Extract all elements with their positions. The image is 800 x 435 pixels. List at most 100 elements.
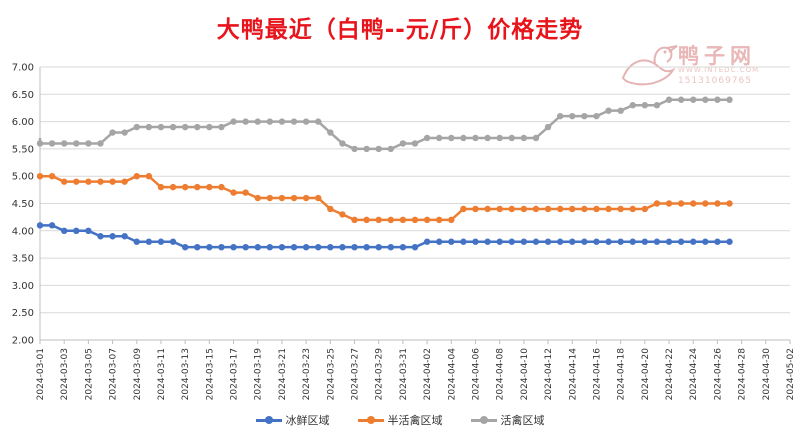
data-point	[677, 96, 685, 103]
data-point	[145, 238, 153, 245]
y-tick-label: 3.50	[12, 254, 34, 265]
data-point	[484, 134, 491, 142]
data-point	[218, 123, 225, 131]
data-point	[254, 118, 261, 125]
data-point	[387, 145, 395, 153]
gridlines	[40, 66, 790, 341]
data-point	[157, 123, 165, 131]
data-point	[242, 243, 249, 251]
data-point	[496, 205, 503, 213]
data-point	[242, 189, 249, 196]
x-tick-label: 2024-04-08	[496, 348, 506, 401]
data-point	[617, 238, 624, 245]
x-tick-label: 2024-05-02	[786, 348, 796, 400]
data-point	[339, 211, 346, 218]
x-tick-label: 2024-03-17	[230, 348, 240, 400]
y-tick-label: 6.00	[12, 117, 34, 128]
data-point	[109, 129, 116, 136]
data-point	[617, 205, 624, 213]
data-point	[411, 216, 419, 224]
data-point	[97, 178, 104, 185]
y-tick-labels: 2.00 2.50 3.00 3.50 4.00 4.50 5.00 5.50 6.00 6.50…	[12, 63, 34, 347]
legend: 冰鲜区域 半活禽区域 活禽区域	[0, 412, 800, 428]
y-tick-label: 2.00	[12, 336, 34, 347]
data-point	[653, 200, 661, 207]
legend-item: 活禽区域	[470, 412, 545, 428]
data-point	[677, 200, 685, 207]
data-point	[435, 134, 443, 142]
x-tick-label: 2024-03-01	[36, 348, 46, 400]
x-tick-label: 2024-04-18	[617, 348, 627, 401]
series-0	[36, 222, 733, 251]
data-point	[36, 222, 44, 229]
data-point	[423, 238, 431, 245]
data-point	[181, 183, 189, 191]
data-point	[157, 238, 165, 245]
data-point	[665, 200, 673, 207]
x-tick-label: 2024-04-14	[568, 348, 578, 401]
y-tick-label: 2.50	[12, 308, 34, 319]
data-point	[605, 205, 612, 213]
y-tick-label: 3.00	[12, 281, 34, 292]
data-point	[327, 129, 334, 136]
data-point	[460, 205, 467, 213]
data-point	[133, 238, 140, 245]
data-point	[278, 194, 286, 202]
data-point	[363, 216, 370, 224]
series-line	[40, 224, 730, 249]
data-point	[556, 238, 564, 245]
data-point	[218, 243, 225, 251]
data-point	[60, 140, 68, 147]
data-point	[48, 140, 56, 147]
data-point	[532, 134, 540, 142]
data-point	[629, 102, 636, 109]
data-point	[726, 96, 733, 103]
data-point	[85, 140, 92, 147]
data-point	[327, 205, 334, 213]
x-tick-label: 2024-04-16	[592, 348, 602, 401]
data-point	[593, 112, 600, 120]
legend-marker	[366, 415, 375, 424]
data-point	[206, 123, 213, 131]
data-point	[266, 194, 274, 202]
data-point	[496, 134, 503, 142]
data-point	[581, 205, 588, 213]
legend-label: 冰鲜区域	[285, 414, 330, 427]
data-point	[133, 173, 140, 180]
data-point	[472, 238, 479, 245]
data-point	[617, 107, 624, 114]
legend-marker	[264, 415, 273, 424]
data-point	[181, 243, 189, 251]
data-point	[726, 238, 733, 245]
x-tick-label: 2024-03-25	[326, 348, 336, 400]
line-chart: 2.00 2.50 3.00 3.50 4.00 4.50 5.00 5.50 6.00 6.50…	[12, 63, 796, 401]
series-line	[40, 174, 730, 222]
data-point	[702, 238, 709, 245]
data-point	[242, 118, 249, 125]
data-point	[218, 183, 225, 191]
data-point	[714, 200, 721, 207]
data-point	[133, 123, 140, 131]
data-point	[556, 205, 564, 213]
data-point	[315, 194, 322, 202]
legend-label: 半活禽区域	[387, 414, 443, 427]
data-point	[641, 102, 649, 109]
data-point	[690, 238, 697, 245]
data-point	[121, 233, 128, 240]
series-lines	[36, 96, 733, 251]
data-point	[375, 145, 382, 153]
data-point	[690, 200, 697, 207]
data-point	[665, 238, 673, 245]
data-point	[278, 118, 286, 125]
x-tick-label: 2024-03-29	[375, 348, 385, 401]
data-point	[605, 107, 612, 114]
x-tick-label: 2024-04-22	[665, 348, 675, 400]
data-point	[351, 243, 358, 251]
data-point	[266, 118, 274, 125]
data-point	[569, 112, 576, 120]
legend-swatch	[357, 415, 384, 424]
data-point	[230, 118, 237, 125]
data-point	[230, 243, 237, 251]
data-point	[399, 140, 407, 147]
data-point	[48, 222, 56, 229]
